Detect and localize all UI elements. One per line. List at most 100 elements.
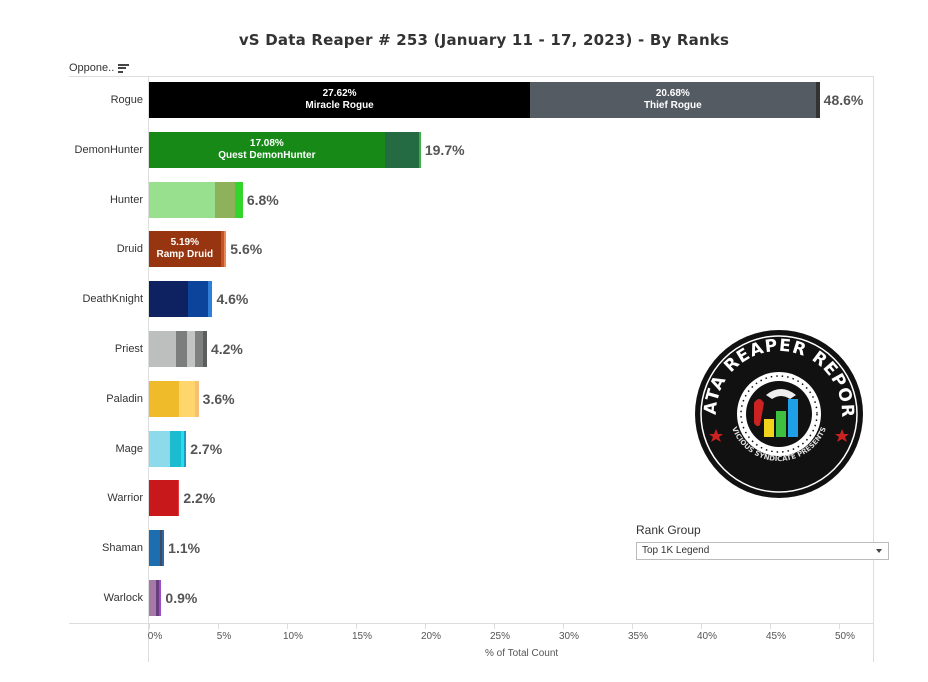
x-tick-label: 15% (351, 631, 373, 642)
bar-segment[interactable]: 5.19% Ramp Druid (149, 231, 221, 268)
bar-segment[interactable] (815, 82, 820, 118)
total-label: 0.9% (165, 590, 198, 606)
total-label: 4.2% (210, 341, 243, 357)
bar-segment[interactable] (235, 181, 243, 218)
bar-segment[interactable] (162, 530, 165, 567)
rank-group-selected: Top 1K Legend (642, 545, 710, 556)
bar-segment[interactable] (149, 480, 178, 517)
x-tick-mark (218, 624, 219, 629)
bar-segment[interactable] (169, 430, 181, 467)
bar-segment[interactable] (149, 430, 170, 467)
total-label: 3.6% (202, 390, 235, 407)
bar-segment[interactable]: 17.08% Quest DemonHunter (149, 131, 385, 168)
chart-frame-top (69, 76, 873, 77)
bar-segment[interactable] (155, 580, 159, 616)
bar-segment[interactable] (175, 331, 187, 367)
category-label: Druid (116, 243, 143, 256)
bar-druid[interactable]: 5.19% Ramp Druid (149, 231, 227, 268)
bar-segment[interactable] (188, 281, 209, 318)
chart-title: vS Data Reaper # 253 (January 11 - 17, 2… (238, 31, 730, 49)
x-tick-label: 10% (282, 631, 304, 642)
bar-segment[interactable] (180, 430, 185, 467)
rank-group-label: Rank Group (636, 523, 701, 537)
x-tick-label: 35% (627, 631, 649, 642)
x-tick-mark (494, 624, 495, 629)
x-tick-label: 0% (147, 631, 163, 642)
bar-segment[interactable]: 20.68% Thief Rogue (530, 82, 816, 118)
segment-label: 20.68% Thief Rogue (530, 88, 815, 112)
segment-label: 5.19% Ramp Druid (149, 237, 221, 261)
bar-hunter[interactable] (149, 181, 243, 218)
category-label: Paladin (106, 392, 143, 405)
category-label: Warlock (103, 592, 143, 604)
segment-percent: 27.62% (322, 88, 357, 99)
x-tick-label: 20% (420, 631, 442, 642)
segment-archetype: Thief Rogue (643, 100, 702, 111)
segment-percent: 5.19% (170, 237, 199, 249)
bar-segment[interactable] (149, 380, 180, 417)
bar-rogue[interactable]: 27.62% Miracle Rogue 20.68% Thief Rogue (149, 82, 820, 118)
x-tick-mark (632, 624, 633, 629)
x-tick-mark (287, 624, 288, 629)
bar-segment[interactable] (184, 430, 187, 467)
segment-archetype: Miracle Rogue (305, 100, 374, 111)
column-header: Oppone.. (69, 62, 130, 74)
total-label: 2.2% (183, 490, 216, 507)
category-label: Hunter (109, 193, 143, 206)
x-tick-label: 30% (558, 631, 580, 642)
chart-frame-right (873, 76, 874, 662)
bar-deathknight[interactable] (149, 281, 213, 318)
bar-segment[interactable]: 27.62% Miracle Rogue (149, 82, 531, 118)
x-tick-mark (356, 624, 357, 629)
segment-archetype: Ramp Druid (156, 249, 214, 261)
total-label: 5.6% (230, 241, 263, 258)
category-label: Warrior (107, 492, 143, 505)
bar-segment[interactable] (419, 131, 421, 168)
sort-descending-icon[interactable] (118, 63, 130, 73)
bar-segment[interactable] (208, 281, 213, 318)
category-label: Priest (114, 343, 143, 355)
x-axis-line (69, 623, 874, 624)
bar-paladin[interactable] (149, 380, 199, 417)
bar-segment[interactable] (160, 530, 163, 567)
bar-segment[interactable] (224, 231, 227, 268)
bar-segment[interactable] (149, 331, 176, 367)
x-tick-mark (149, 624, 150, 629)
category-label: Mage (115, 442, 143, 455)
bar-segment[interactable] (149, 181, 216, 218)
category-label: Rogue (110, 94, 143, 106)
segment-label: 27.62% Miracle Rogue (149, 88, 530, 112)
segment-percent: 17.08% (249, 137, 284, 149)
bar-segment[interactable] (158, 580, 162, 616)
total-label: 19.7% (424, 141, 465, 158)
x-tick-mark (701, 624, 702, 629)
bar-priest[interactable] (149, 331, 207, 367)
bar-segment[interactable] (195, 331, 204, 367)
bar-mage[interactable] (149, 430, 187, 467)
x-tick-mark (563, 624, 564, 629)
bar-segment[interactable] (186, 331, 196, 367)
bar-segment[interactable] (149, 580, 156, 616)
segment-percent: 20.68% (655, 88, 690, 99)
bar-demonhunter[interactable]: 17.08% Quest DemonHunter (149, 131, 421, 168)
bar-segment[interactable] (384, 131, 420, 168)
bar-segment[interactable] (215, 181, 236, 218)
x-tick-mark (839, 624, 840, 629)
rank-group-dropdown[interactable]: Top 1K Legend (636, 542, 889, 560)
bar-segment[interactable] (194, 380, 199, 417)
bar-segment[interactable] (220, 231, 225, 268)
total-label: 2.7% (190, 440, 223, 457)
bar-warrior[interactable] (149, 480, 180, 517)
bar-segment[interactable] (179, 380, 195, 417)
x-tick-mark (770, 624, 771, 629)
x-tick-label: 50% (834, 631, 856, 642)
bar-segment[interactable] (177, 480, 180, 517)
bar-shaman[interactable] (149, 530, 165, 567)
x-tick-label: 45% (765, 631, 787, 642)
bar-segment[interactable] (203, 331, 207, 367)
total-label: 4.6% (216, 291, 249, 308)
bar-warlock[interactable] (149, 580, 162, 616)
bar-segment[interactable] (149, 530, 161, 567)
bar-segment[interactable] (149, 281, 189, 318)
chevron-down-icon (876, 549, 882, 553)
